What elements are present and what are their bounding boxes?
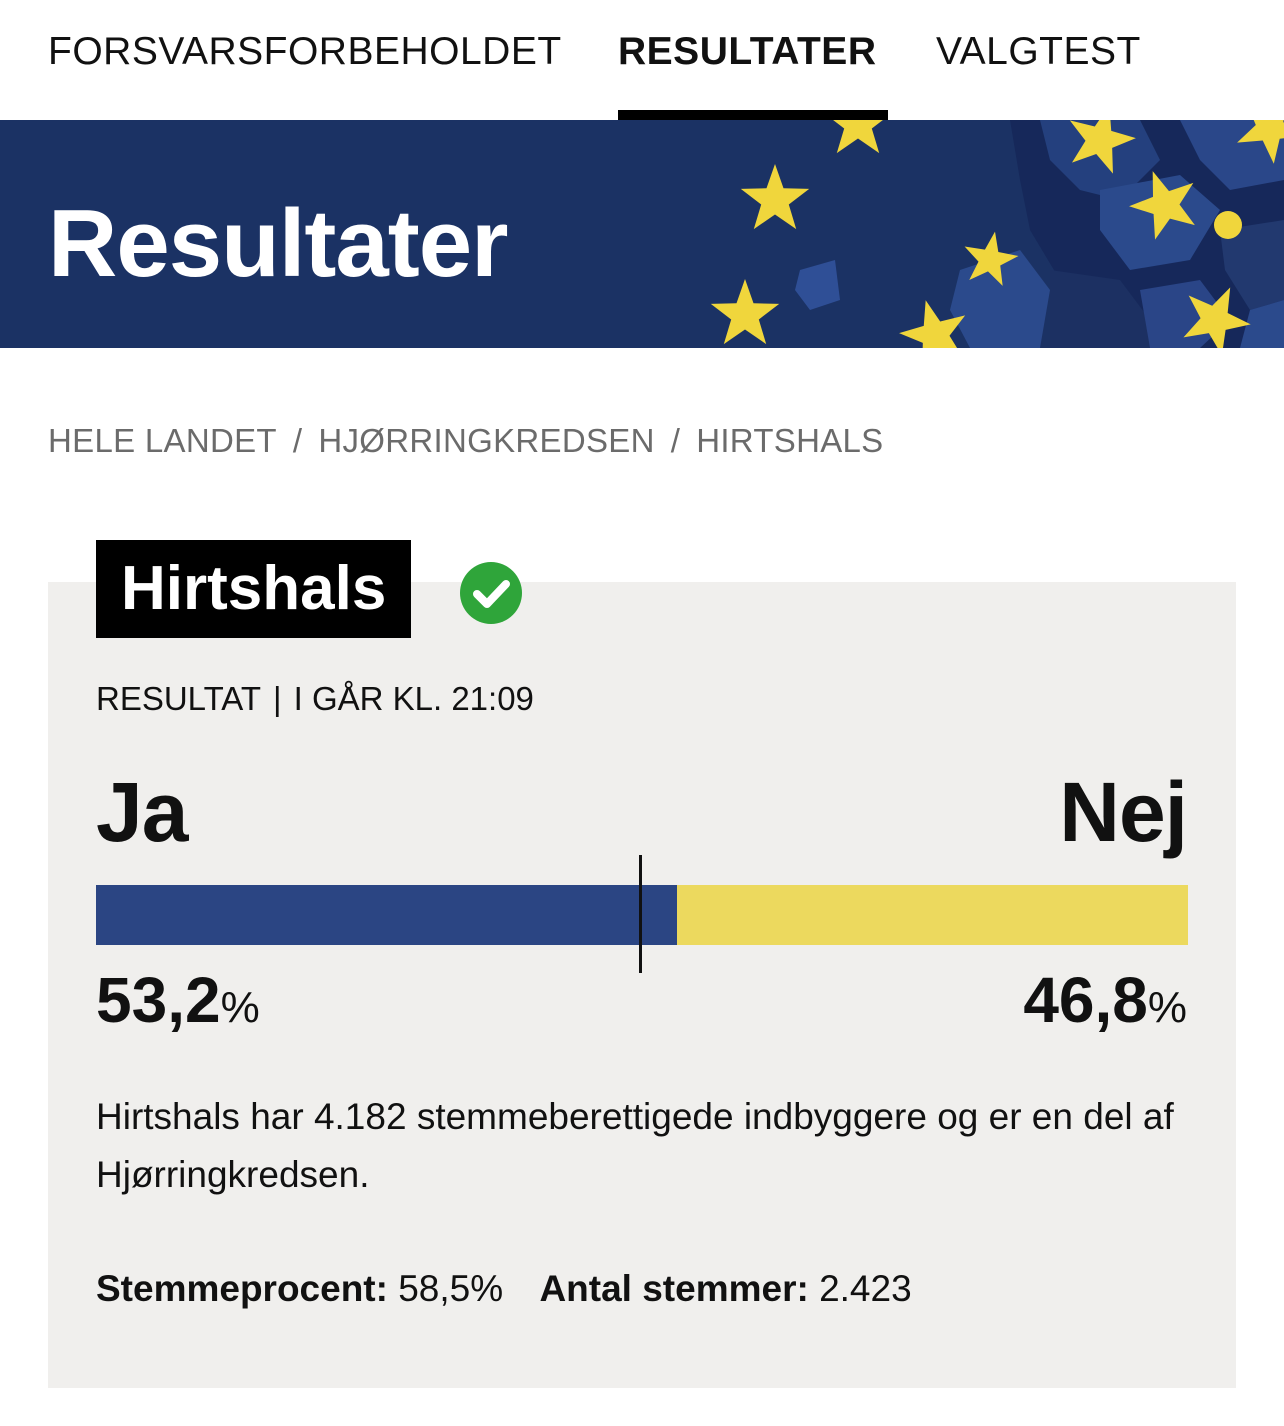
result-timestamp: I GÅR KL. 21:09 — [293, 680, 534, 717]
tab-resultater[interactable]: RESULTATER — [618, 30, 877, 73]
yes-label: Ja — [96, 765, 188, 859]
breadcrumb-hele-landet[interactable]: HELE LANDET — [48, 422, 277, 459]
breadcrumb-hirtshals: HIRTSHALS — [696, 422, 884, 459]
result-bar — [96, 885, 1188, 945]
top-navigation: FORSVARSFORBEHOLDET RESULTATER VALGTEST — [0, 0, 1284, 120]
eu-stars — [710, 120, 1284, 348]
turnout-value: 58,5% — [398, 1268, 504, 1309]
breadcrumb-separator: / — [670, 422, 681, 459]
result-status-label: RESULTAT — [96, 680, 262, 717]
breadcrumb-hjorringkredsen[interactable]: HJØRRINGKREDSEN — [318, 422, 655, 459]
result-card — [48, 582, 1236, 1388]
breadcrumb-separator: / — [292, 422, 303, 459]
tab-forsvarsforbeholdet[interactable]: FORSVARSFORBEHOLDET — [48, 30, 562, 73]
result-meta: RESULTAT | I GÅR KL. 21:09 — [96, 680, 534, 718]
yes-percentage: 53,2% — [96, 968, 260, 1032]
percent-sign: % — [220, 983, 260, 1032]
tab-valgtest[interactable]: VALGTEST — [936, 30, 1141, 73]
place-title: Hirtshals — [96, 540, 412, 638]
no-bar — [676, 885, 1188, 945]
page-banner: Resultater — [0, 120, 1284, 348]
active-tab-indicator — [618, 110, 888, 120]
result-stats: Stemmeprocent: 58,5% Antal stemmer: 2.42… — [96, 1268, 912, 1310]
no-percentage: 46,8% — [1023, 968, 1187, 1032]
eu-map-stars-illustration — [710, 120, 1284, 348]
yes-percentage-value: 53,2 — [96, 964, 221, 1036]
percent-sign: % — [1147, 983, 1187, 1032]
breadcrumb: HELE LANDET / HJØRRINGKREDSEN / HIRTSHALS — [48, 422, 884, 460]
result-description: Hirtshals har 4.182 stemmeberettigede in… — [96, 1096, 1174, 1195]
check-circle-icon — [460, 562, 522, 624]
votes-value: 2.423 — [819, 1268, 912, 1309]
turnout-label: Stemmeprocent: — [96, 1268, 388, 1309]
no-percentage-value: 46,8 — [1023, 964, 1148, 1036]
majority-marker — [639, 855, 642, 973]
yes-bar — [96, 885, 677, 945]
votes-label: Antal stemmer: — [539, 1268, 809, 1309]
meta-divider: | — [273, 680, 282, 717]
map-shapes — [795, 120, 1284, 348]
no-label: Nej — [1059, 765, 1188, 859]
page-title: Resultater — [48, 190, 508, 297]
